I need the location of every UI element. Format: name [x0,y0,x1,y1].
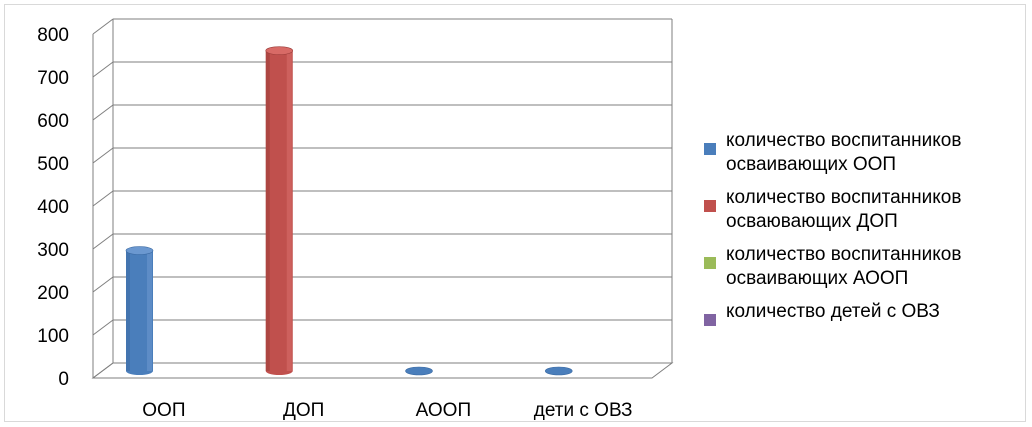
legend-item-dop: количество воспитанников осваювающих ДОП [702,186,1032,234]
legend-swatch-red [704,200,716,212]
gridline-side [92,104,114,121]
chart-floor [91,362,674,379]
y-tick-label: 100 [37,326,69,347]
x-tick-label: дети с ОВЗ [534,400,633,421]
legend-label: количество детей с ОВЗ [726,301,940,322]
chart-frame: 0 100 200 300 400 500 600 700 800 ООП ДОП АООП дети … [4,4,1026,422]
bar-shade [265,50,270,372]
bar-zero-disc [405,366,433,376]
legend-item-aoop: количество воспитанников осваивающих АОО… [702,243,1032,291]
gridline-side [92,233,114,250]
legend-label: количество воспитанников осваювающих ДОП [726,187,962,232]
y-tick-label: 300 [37,240,69,261]
chart-plot: 0 100 200 300 400 500 600 700 800 ООП ДОП АООП дети … [37,18,674,421]
bar [126,250,153,375]
y-tick-label: 0 [58,369,69,390]
y-tick-label: 400 [37,197,69,218]
legend-swatch-green [704,257,716,269]
legend-item-ovz: количество детей с ОВЗ [702,300,1032,326]
gridline-side [92,61,114,78]
legend-label: количество воспитанников осваивающих АОО… [726,244,962,289]
gridline-side [92,147,114,164]
legend-label: количество воспитанников осваивающих ООП [726,130,962,175]
gridline-side [92,18,114,35]
gridline-side [92,190,114,207]
y-tick-label: 500 [37,154,69,175]
bar-zero-disc [544,366,573,376]
bar-top [125,246,154,255]
bar-highlight [147,250,152,371]
y-tick-label: 200 [37,283,69,304]
y-tick-label: 600 [37,111,69,132]
bar-highlight [286,50,292,372]
bar [265,50,293,376]
legend-swatch-purple [704,314,716,326]
y-tick-label: 700 [37,68,69,89]
bar-top [265,46,294,55]
bar-layer [125,46,573,376]
legend-swatch-blue [704,143,716,155]
grid-layer [92,18,672,379]
x-tick-label: ДОП [283,400,324,421]
chart-legend: количество воспитанников осваивающих ООП… [702,129,1032,333]
gridline-side [92,276,114,293]
y-tick-label: 800 [37,25,69,46]
x-tick-label: ООП [142,400,185,421]
gridline-side [92,319,114,336]
x-tick-label: АООП [416,400,471,421]
axis-layer [91,19,674,379]
bar-shade [126,250,130,371]
label-layer: 0 100 200 300 400 500 600 700 800 ООП ДОП АООП дети … [37,25,632,421]
legend-item-ooп: количество воспитанников осваивающих ООП [702,129,1032,177]
